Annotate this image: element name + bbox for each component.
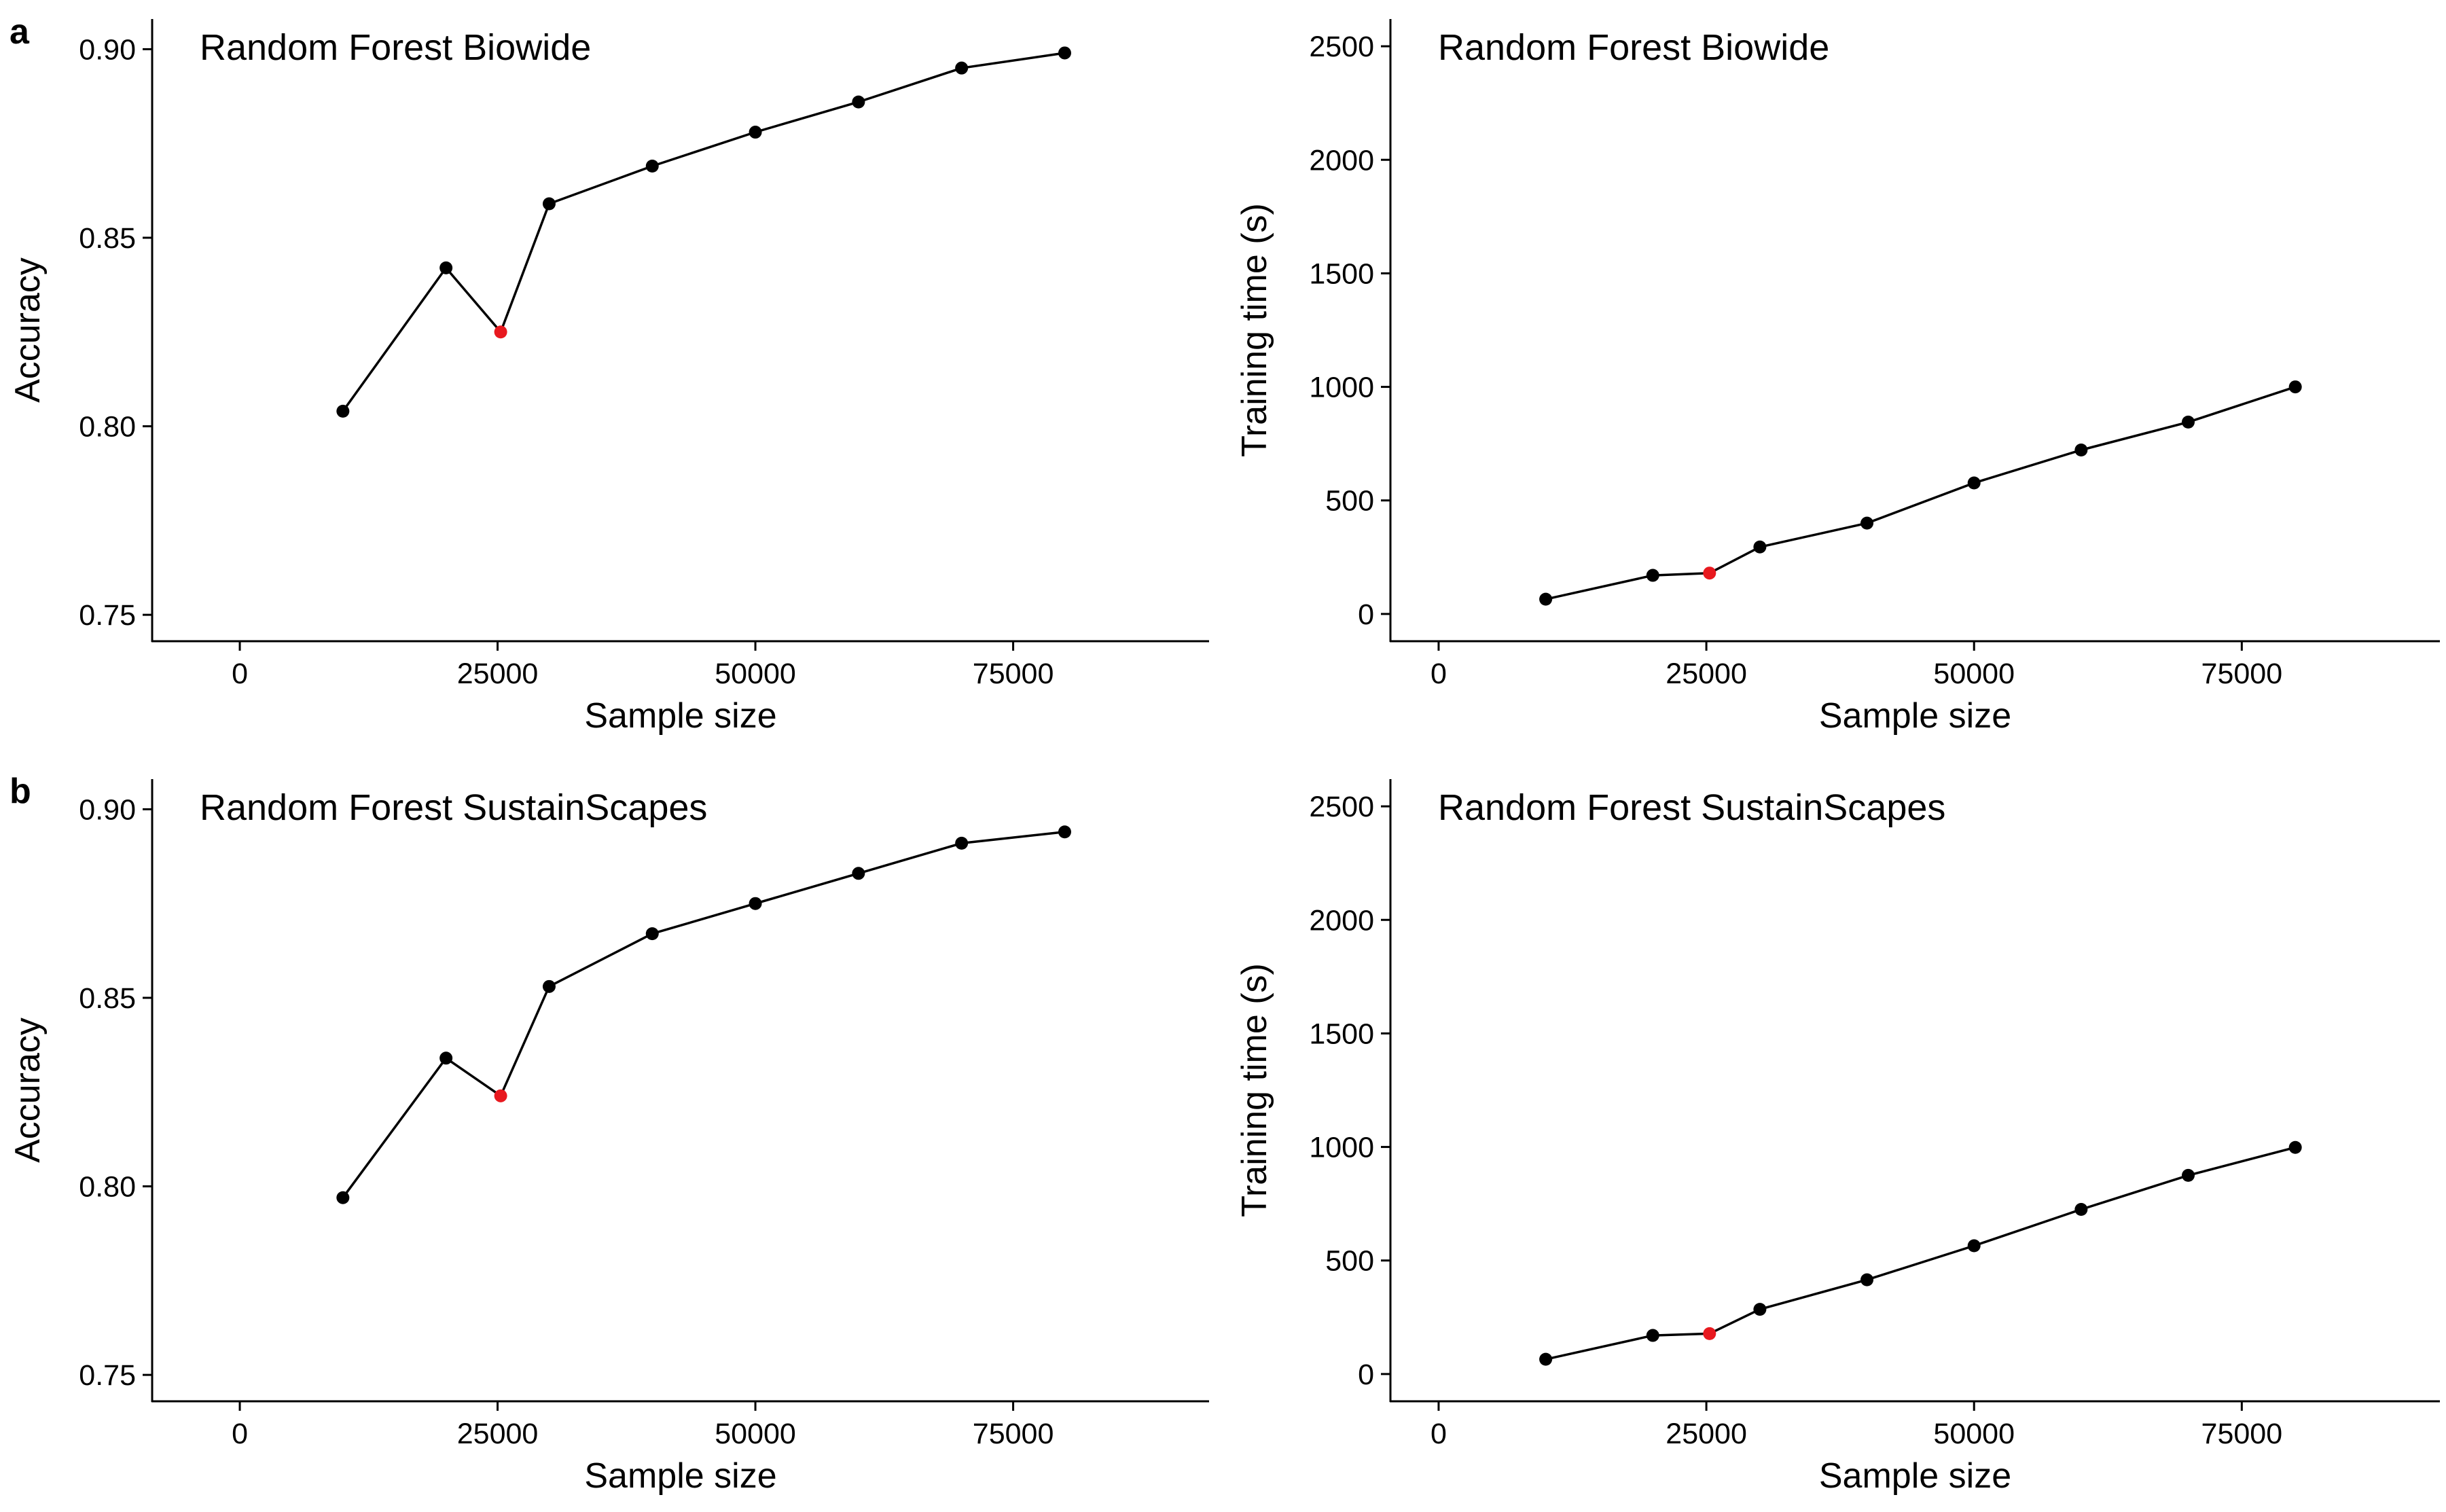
x-tick-label: 50000 (715, 658, 796, 690)
data-point (1753, 540, 1767, 554)
x-axis-title: Sample size (1819, 1456, 2011, 1496)
y-tick-label: 0.85 (79, 222, 136, 255)
x-axis-title: Sample size (584, 696, 776, 736)
series-line (342, 52, 1065, 412)
series-line (342, 830, 1065, 1199)
y-tick-label: 0 (1358, 1358, 1374, 1391)
y-tick-label: 0.75 (79, 599, 136, 632)
data-point (749, 126, 762, 139)
data-point (2288, 380, 2302, 394)
x-tick-label: 75000 (2201, 1418, 2283, 1450)
x-tick-label: 0 (1431, 658, 1447, 690)
y-tick-label: 2000 (1309, 144, 1374, 177)
data-point (1058, 825, 1071, 839)
data-point (542, 197, 556, 211)
data-point (1646, 1329, 1659, 1342)
data-point (336, 404, 350, 418)
panel-letter-b: b (10, 772, 31, 811)
x-tick-label: 0 (232, 1418, 248, 1450)
data-point (645, 927, 659, 941)
data-point (2074, 444, 2088, 457)
x-tick-label: 50000 (1933, 1418, 2015, 1450)
y-axis-title: Training time (s) (1235, 203, 1274, 457)
y-tick-label: 500 (1325, 485, 1374, 518)
series-line (1545, 1146, 2296, 1361)
panel-title: Random Forest SustainScapes (1438, 787, 1945, 828)
data-point (542, 979, 556, 993)
data-point (955, 61, 969, 75)
data-point (2182, 1168, 2195, 1182)
y-tick-label: 2000 (1309, 904, 1374, 937)
data-point (2074, 1203, 2088, 1217)
data-point (645, 160, 659, 173)
data-point (749, 897, 762, 910)
panel-title: Random Forest Biowide (1438, 27, 1829, 68)
data-point (1860, 516, 1874, 530)
y-tick-label: 2500 (1309, 791, 1374, 823)
data-point (439, 261, 453, 274)
y-tick-label: 2500 (1309, 31, 1374, 63)
data-point (1967, 1239, 1981, 1253)
highlighted-data-point (494, 1089, 507, 1102)
data-point (1539, 1352, 1553, 1366)
y-tick-label: 1500 (1309, 257, 1374, 290)
y-axis-title: Accuracy (8, 257, 48, 403)
x-axis-title: Sample size (584, 1456, 776, 1496)
data-point (955, 836, 969, 850)
data-point (2288, 1140, 2302, 1154)
y-tick-label: 500 (1325, 1245, 1374, 1278)
data-point (1753, 1303, 1767, 1316)
y-axis-title: Accuracy (8, 1018, 48, 1163)
y-tick-label: 0.85 (79, 982, 136, 1015)
panel-title: Random Forest Biowide (200, 27, 591, 68)
y-tick-label: 1000 (1309, 372, 1374, 404)
x-tick-label: 25000 (457, 1418, 539, 1450)
data-point (439, 1051, 453, 1065)
y-axis-title: Training time (s) (1235, 963, 1274, 1217)
x-tick-label: 75000 (973, 658, 1054, 690)
x-tick-label: 25000 (1666, 658, 1747, 690)
panel-title: Random Forest SustainScapes (200, 787, 707, 828)
x-tick-label: 50000 (715, 1418, 796, 1450)
y-tick-label: 1500 (1309, 1018, 1374, 1050)
y-tick-label: 1000 (1309, 1132, 1374, 1164)
x-axis-title: Sample size (1819, 696, 2011, 736)
x-tick-label: 0 (232, 658, 248, 690)
data-point (1860, 1273, 1874, 1286)
data-point (852, 867, 865, 880)
data-point (852, 95, 865, 109)
data-point (1539, 592, 1553, 606)
y-tick-label: 0.90 (79, 33, 136, 66)
highlighted-data-point (1703, 1327, 1716, 1340)
x-tick-label: 75000 (2201, 658, 2283, 690)
data-point (1646, 569, 1659, 582)
y-tick-label: 0.80 (79, 411, 136, 444)
y-tick-label: 0.90 (79, 793, 136, 826)
y-tick-label: 0 (1358, 598, 1374, 631)
x-tick-label: 25000 (1666, 1418, 1747, 1450)
x-tick-label: 75000 (973, 1418, 1054, 1450)
x-tick-label: 50000 (1933, 658, 2015, 690)
highlighted-data-point (1703, 566, 1716, 580)
x-tick-label: 0 (1431, 1418, 1447, 1450)
y-tick-label: 0.75 (79, 1359, 136, 1392)
y-tick-label: 0.80 (79, 1171, 136, 1204)
panel-letter-a: a (10, 12, 30, 52)
chart-panel-3: 0.75 0.80 0.85 0.90 0 25000 50000 75000 Sample s… (8, 779, 1209, 1496)
chart-panel-1: 0.75 0.80 0.85 0.90 0 25000 50000 75000 Sample s… (8, 19, 1209, 736)
data-point (1058, 46, 1071, 60)
data-point (2182, 415, 2195, 429)
data-point (1967, 476, 1981, 490)
highlighted-data-point (494, 325, 507, 339)
data-point (336, 1191, 350, 1204)
x-tick-label: 25000 (457, 658, 539, 690)
